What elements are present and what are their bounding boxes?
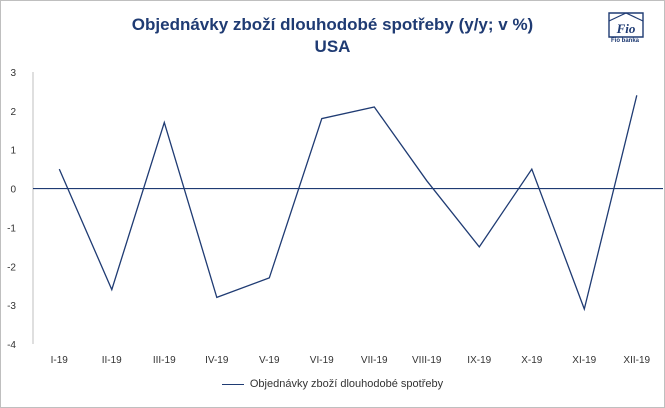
y-tick-label: 0 — [10, 185, 16, 196]
x-tick-label: XI-19 — [572, 355, 596, 366]
x-tick-label: I-19 — [51, 355, 69, 366]
x-tick-label: VII-19 — [361, 355, 388, 366]
y-tick-label: -4 — [7, 340, 16, 351]
chart-legend: Objednávky zboží dlouhodobé spotřeby — [1, 378, 664, 390]
y-tick-label: -3 — [7, 301, 16, 312]
logo-mark: Fio — [616, 21, 636, 36]
x-tick-label: VIII-19 — [412, 355, 442, 366]
x-tick-label: III-19 — [153, 355, 176, 366]
series-line — [58, 95, 638, 312]
y-tick-label: 3 — [10, 68, 16, 79]
x-tick-label: IV-19 — [205, 355, 229, 366]
x-tick-label: X-19 — [521, 355, 543, 366]
x-tick-label: V-19 — [259, 355, 280, 366]
chart-title: Objednávky zboží dlouhodobé spotřeby (y/… — [131, 15, 534, 34]
fio-logo-icon: Fio — [608, 12, 644, 38]
legend-label: Objednávky zboží dlouhodobé spotřeby — [249, 378, 444, 390]
y-tick-label: 1 — [10, 146, 16, 157]
logo-text: Fio banka — [610, 38, 639, 44]
y-tick-label: -2 — [7, 262, 16, 273]
y-tick-label: -1 — [7, 223, 16, 234]
legend-line-swatch — [221, 383, 244, 385]
x-tick-label: XII-19 — [623, 355, 650, 366]
x-tick-label: II-19 — [102, 355, 122, 366]
y-tick-label: 2 — [10, 107, 16, 118]
x-tick-label: VI-19 — [310, 355, 334, 366]
x-tick-label: IX-19 — [467, 355, 491, 366]
chart-subtitle: USA — [314, 37, 351, 56]
